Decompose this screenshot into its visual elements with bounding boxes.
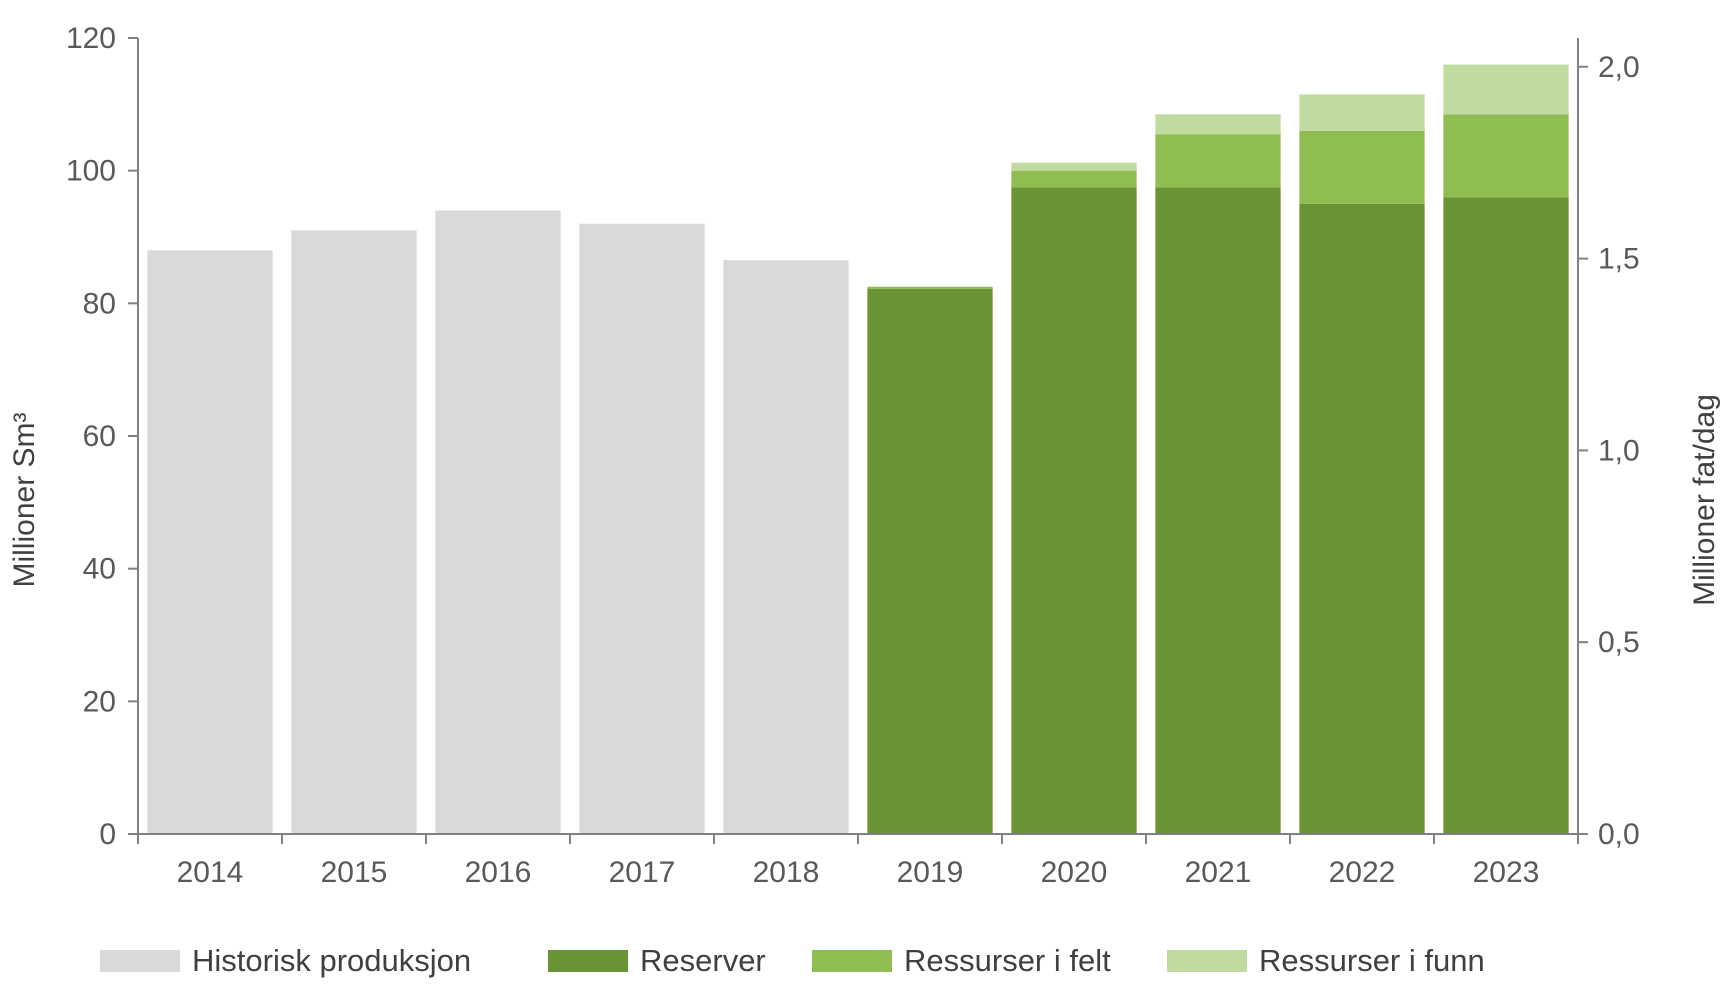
bar-2018-historisk-produksjon xyxy=(723,260,849,835)
bar-2019-reserver xyxy=(867,288,993,834)
legend-swatch xyxy=(1167,950,1247,972)
y2-tick-label: 1,5 xyxy=(1598,243,1640,276)
x-tick-label: 2014 xyxy=(177,856,244,889)
legend-swatch xyxy=(548,950,628,972)
bar-2016-historisk-produksjon xyxy=(435,210,561,835)
legend: Historisk produksjon Reserver Ressurser i … xyxy=(100,943,1485,978)
y-ticks-right: 0,0 0,5 1,0 1,5 2,0 xyxy=(1578,51,1640,851)
x-tick-label: 2022 xyxy=(1329,856,1396,889)
bar-2023-reserver xyxy=(1443,197,1569,834)
y2-tick-label: 1,0 xyxy=(1598,434,1640,467)
y-tick-label: 0 xyxy=(99,818,116,851)
bar-2020-ressurser-i-felt xyxy=(1011,170,1137,188)
y-tick-label: 100 xyxy=(66,155,116,188)
y2-axis-title: Millioner fat/dag xyxy=(1688,394,1721,606)
x-tick-label: 2021 xyxy=(1185,856,1252,889)
x-tick-label: 2019 xyxy=(897,856,964,889)
bar-2014-historisk-produksjon xyxy=(147,250,273,834)
bar-2021-reserver xyxy=(1155,187,1281,834)
bar-2015-historisk-produksjon xyxy=(291,230,417,834)
y-tick-label: 80 xyxy=(83,287,116,320)
bar-2021-ressurser-i-felt xyxy=(1155,134,1281,188)
x-tick-label: 2018 xyxy=(753,856,820,889)
bar-2022-reserver xyxy=(1299,203,1425,834)
legend-swatch xyxy=(812,950,892,972)
x-tick-label: 2015 xyxy=(321,856,388,889)
bar-2017-historisk-produksjon xyxy=(579,223,705,835)
bar-2020-ressurser-i-funn xyxy=(1011,162,1137,171)
bar-2021-ressurser-i-funn xyxy=(1155,114,1281,135)
bar-2023-ressurser-i-funn xyxy=(1443,64,1569,115)
legend-swatch xyxy=(100,950,180,972)
bar-2022-ressurser-i-felt xyxy=(1299,130,1425,204)
bar-2020-reserver xyxy=(1011,187,1137,834)
bar-2019-ressurser-i-felt xyxy=(867,286,993,289)
legend-label: Historisk produksjon xyxy=(192,943,471,978)
y2-tick-label: 2,0 xyxy=(1598,51,1640,84)
bars-group xyxy=(147,64,1569,835)
y-tick-label: 120 xyxy=(66,22,116,55)
y-tick-label: 60 xyxy=(83,420,116,453)
x-tick-label: 2023 xyxy=(1473,856,1540,889)
x-tick-label: 2020 xyxy=(1041,856,1108,889)
legend-label: Ressurser i felt xyxy=(904,943,1111,978)
y-ticks-left: 0 20 40 60 80 100 120 xyxy=(66,22,138,851)
x-tick-label: 2017 xyxy=(609,856,676,889)
x-tick-label: 2016 xyxy=(465,856,532,889)
y2-tick-label: 0,5 xyxy=(1598,626,1640,659)
bar-2022-ressurser-i-funn xyxy=(1299,94,1425,131)
bar-2023-ressurser-i-felt xyxy=(1443,114,1569,198)
legend-label: Ressurser i funn xyxy=(1259,943,1485,978)
y-axis-title: Millioner Sm³ xyxy=(8,412,41,587)
x-ticks: 2014 2015 2016 2017 2018 2019 2020 2021 2022 2023 xyxy=(137,834,1579,889)
y-tick-label: 40 xyxy=(83,553,116,586)
legend-label: Reserver xyxy=(640,943,766,978)
y2-tick-label: 0,0 xyxy=(1598,818,1640,851)
y-tick-label: 20 xyxy=(83,685,116,718)
